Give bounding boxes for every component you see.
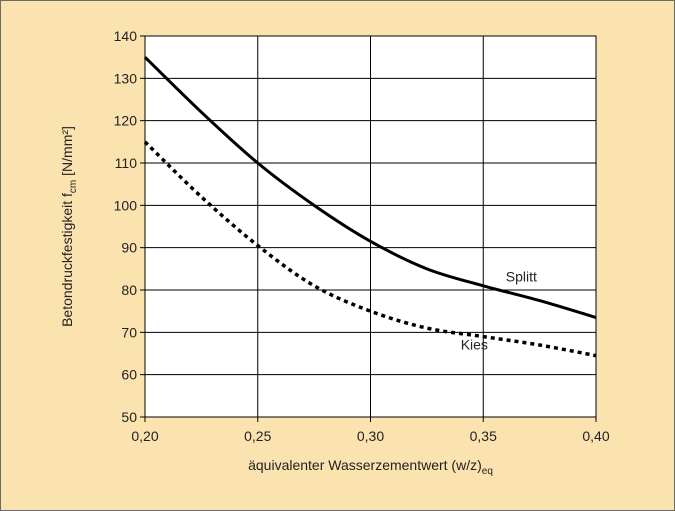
x-tick-label: 0,30 <box>357 428 384 444</box>
y-tick-label: 90 <box>121 240 137 256</box>
grid-lines <box>144 35 597 418</box>
series-layer <box>143 56 597 358</box>
y-tick-label: 110 <box>115 155 138 171</box>
y-tick-label: 120 <box>114 113 138 129</box>
y-tick-label: 140 <box>114 28 138 44</box>
y-tick-label: 100 <box>114 197 138 213</box>
x-axis-ticks: 0,20 0,25 0,30 0,35 0,40 <box>131 417 610 444</box>
y-axis-title: Betondruckfestigkeit fcm [N/mm²] <box>59 126 79 327</box>
x-tick-label: 0,35 <box>470 428 497 444</box>
y-tick-label: 50 <box>121 409 137 425</box>
series-label-kies: Kies <box>461 336 488 352</box>
series-label-splitt: Splitt <box>506 269 537 285</box>
x-axis-title-sub: eq <box>482 466 493 477</box>
y-axis-title-unit: [N/mm²] <box>59 126 75 180</box>
x-tick-label: 0,25 <box>244 428 271 444</box>
y-axis-title-sub: cm <box>68 180 79 193</box>
y-tick-label: 80 <box>121 282 137 298</box>
series-line-kies <box>143 140 597 358</box>
y-axis-ticks: 50 60 70 80 90 100 110 120 130 140 <box>114 28 145 425</box>
x-axis-title-main: äquivalenter Wasserzementwert (w/z) <box>248 457 482 473</box>
series-line-splitt <box>143 56 597 319</box>
y-axis-title-main: Betondruckfestigkeit f <box>59 193 75 327</box>
y-tick-label: 70 <box>121 324 137 340</box>
y-tick-label: 130 <box>114 70 138 86</box>
series-labels: Splitt Kies <box>461 269 537 353</box>
x-axis-title: äquivalenter Wasserzementwert (w/z)eq <box>248 457 493 477</box>
y-tick-label: 60 <box>121 367 137 383</box>
x-tick-label: 0,20 <box>131 428 158 444</box>
x-tick-label: 0,40 <box>582 428 609 444</box>
